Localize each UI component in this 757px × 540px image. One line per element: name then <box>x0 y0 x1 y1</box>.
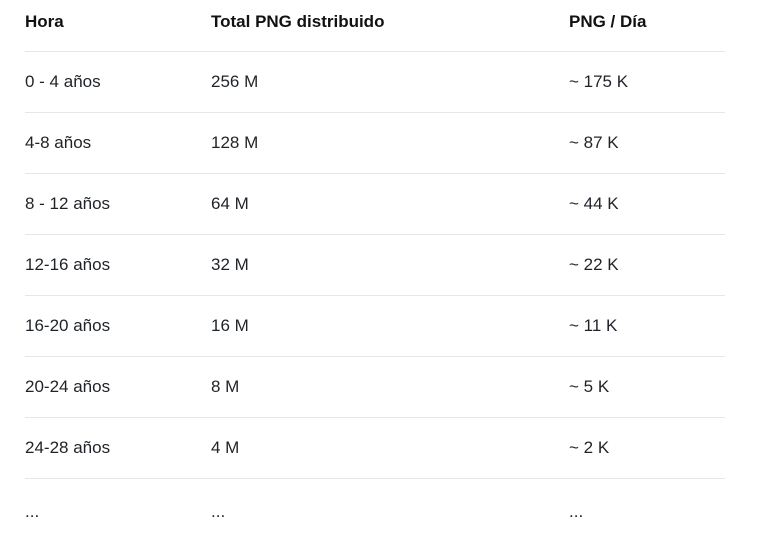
header-hora: Hora <box>25 12 64 31</box>
table-row: 8 - 12 años 64 M ~ 44 K <box>25 174 725 235</box>
cell-hora: 24-28 años <box>25 438 111 457</box>
table-row: 0 - 4 años 256 M ~ 175 K <box>25 52 725 113</box>
cell-hora: ... <box>25 502 40 521</box>
cell-png-dia: ~ 44 K <box>569 194 619 213</box>
cell-total-png: ... <box>211 502 226 521</box>
cell-png-dia: ~ 11 K <box>569 316 618 335</box>
cell-hora: 4-8 años <box>25 133 92 152</box>
cell-total-png: 4 M <box>211 438 240 457</box>
cell-png-dia: ~ 175 K <box>569 72 629 91</box>
cell-hora: 12-16 años <box>25 255 111 274</box>
header-total-png: Total PNG distribuido <box>211 12 385 31</box>
cell-hora: 20-24 años <box>25 377 111 396</box>
table-row: 12-16 años 32 M ~ 22 K <box>25 235 725 296</box>
cell-png-dia: ~ 2 K <box>569 438 610 457</box>
cell-total-png: 16 M <box>211 316 249 335</box>
table-row: 24-28 años 4 M ~ 2 K <box>25 418 725 479</box>
cell-hora: 8 - 12 años <box>25 194 111 213</box>
table-row: 4-8 años 128 M ~ 87 K <box>25 113 725 174</box>
cell-total-png: 8 M <box>211 377 240 396</box>
table-row-ellipsis: ... ... ... <box>25 479 725 540</box>
table-header-row: Hora Total PNG distribuido PNG / Día <box>25 0 725 52</box>
table-row: 16-20 años 16 M ~ 11 K <box>25 296 725 357</box>
cell-hora: 16-20 años <box>25 316 111 335</box>
cell-total-png: 64 M <box>211 194 249 213</box>
cell-total-png: 256 M <box>211 72 259 91</box>
cell-png-dia: ~ 22 K <box>569 255 619 274</box>
cell-total-png: 128 M <box>211 133 259 152</box>
table-row: 20-24 años 8 M ~ 5 K <box>25 357 725 418</box>
cell-hora: 0 - 4 años <box>25 72 101 91</box>
cell-png-dia: ... <box>569 502 584 521</box>
cell-png-dia: ~ 87 K <box>569 133 619 152</box>
cell-total-png: 32 M <box>211 255 249 274</box>
cell-png-dia: ~ 5 K <box>569 377 610 396</box>
distribution-table: Hora Total PNG distribuido PNG / Día 0 -… <box>25 0 725 540</box>
header-png-dia: PNG / Día <box>569 12 647 31</box>
